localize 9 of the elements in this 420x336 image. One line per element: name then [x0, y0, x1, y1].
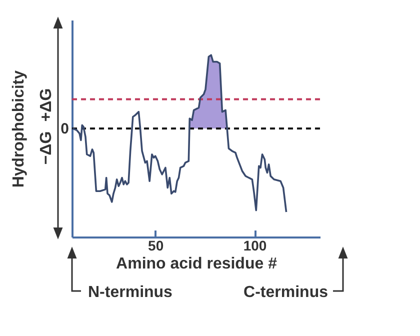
y-axis-title: Hydrophobicity [10, 70, 28, 188]
text: C-terminus [244, 284, 328, 301]
text: +ΔG [38, 88, 55, 122]
x-tick-label: 50 [148, 238, 164, 254]
text: N-terminus [88, 284, 173, 301]
text: −ΔG [38, 131, 55, 165]
ref-line-label: 0 [60, 120, 69, 138]
x-tick-label: 100 [243, 238, 267, 254]
x-axis-title: Amino acid residue # [116, 256, 278, 272]
